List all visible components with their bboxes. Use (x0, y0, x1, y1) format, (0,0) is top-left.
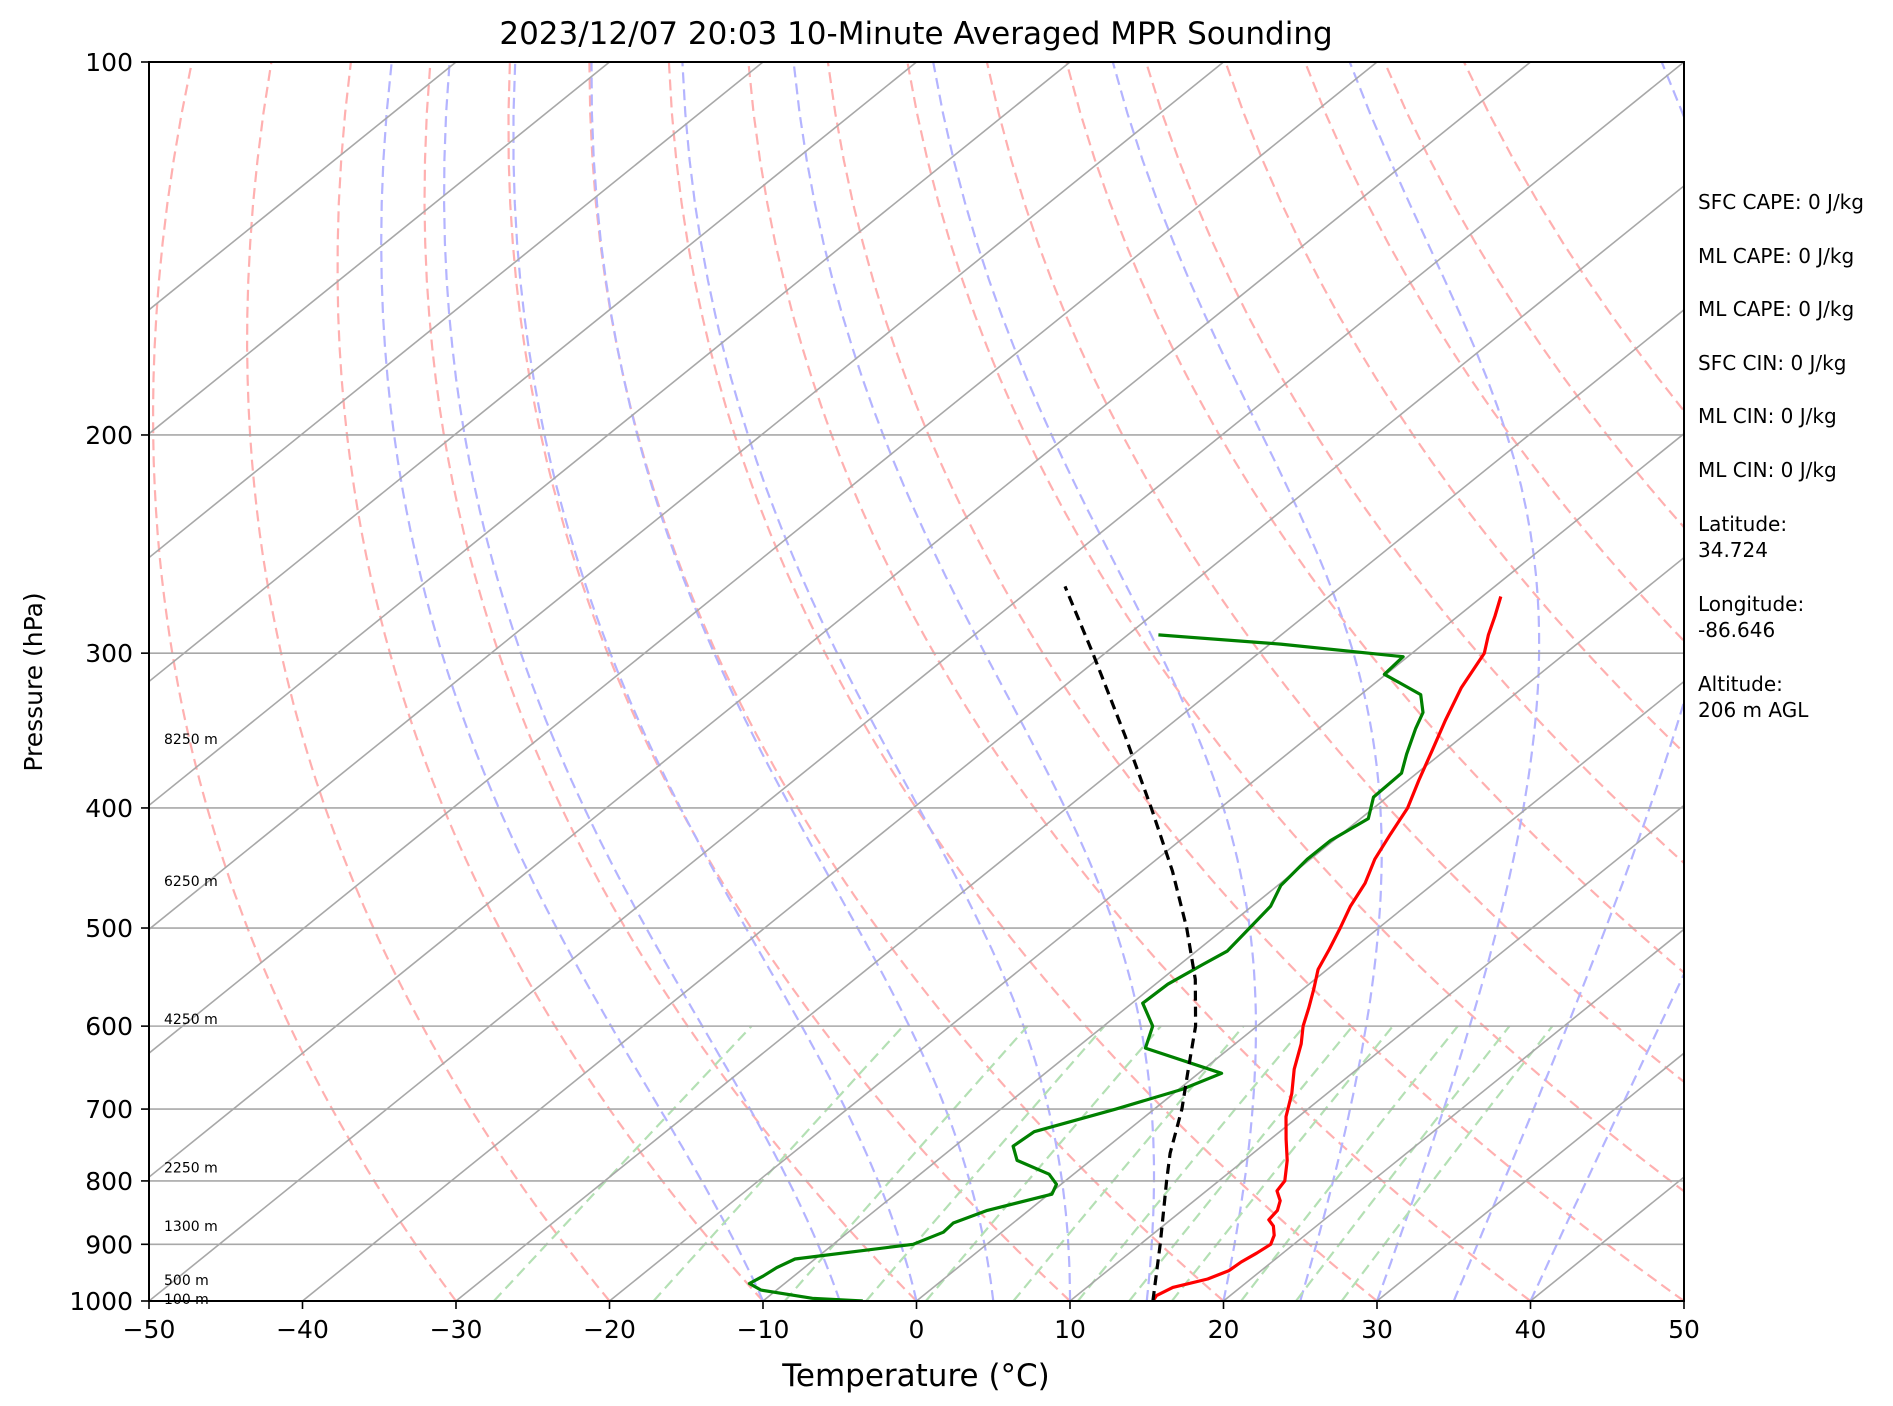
chart-title: 2023/12/07 20:03 10-Minute Averaged MPR … (499, 16, 1332, 52)
y-tick-label: 700 (85, 1095, 133, 1124)
isotherm (149, 62, 918, 683)
mixing-ratio-line (1012, 1025, 1245, 1301)
x-tick-label: 50 (1668, 1315, 1700, 1344)
height-label: 500 m (164, 1273, 209, 1289)
dry-adiabat (826, 62, 1684, 1301)
x-tick-label: −50 (123, 1315, 176, 1344)
x-tick-label: −40 (276, 1315, 329, 1344)
isotherm (149, 62, 1225, 931)
isotherm (149, 62, 1071, 807)
x-tick-label: −20 (583, 1315, 636, 1344)
x-tick-label: 0 (909, 1315, 925, 1344)
x-tick-label: 10 (1054, 1315, 1086, 1344)
x-axis: −50 −40 −30 −20 −10 0 10 20 30 40 50 (123, 1301, 1700, 1344)
mixing-ratio-line (1295, 1025, 1511, 1301)
dry-adiabat (151, 62, 457, 1301)
height-label: 6250 m (164, 874, 218, 890)
isotherm (1376, 1052, 1684, 1301)
isotherm (1069, 804, 1684, 1301)
latitude-value: 34.724 (1698, 538, 1768, 562)
moist-adiabat (932, 62, 1257, 1301)
isotherm (608, 432, 1684, 1301)
moist-adiabat (380, 62, 765, 1301)
longitude-label: Longitude: (1698, 592, 1805, 616)
y-tick-label: 1000 (69, 1287, 133, 1316)
y-tick-label: 900 (85, 1230, 133, 1259)
pressure-gridlines (149, 434, 1684, 1246)
dry-adiabat (747, 62, 1532, 1301)
y-tick-label: 600 (85, 1012, 133, 1041)
isotherm (149, 62, 764, 559)
mixing-ratio-line (493, 1025, 753, 1301)
x-axis-label: Temperature (°C) (781, 1358, 1050, 1394)
mixing-ratio-line (1340, 1025, 1554, 1301)
dry-adiabat (985, 62, 1684, 1084)
background-lines (149, 62, 1684, 1301)
height-label: 1300 m (164, 1219, 218, 1235)
moist-adiabat (792, 62, 1156, 1301)
height-label: 2250 m (164, 1160, 218, 1176)
x-tick-label: 40 (1515, 1315, 1547, 1344)
y-tick-label: 200 (85, 421, 133, 450)
moist-adiabat (442, 62, 841, 1301)
y-tick-label: 100 (85, 48, 133, 77)
isotherm (301, 184, 1684, 1301)
y-axis-label: Pressure (hPa) (19, 592, 48, 771)
dry-adiabat (507, 62, 1071, 1301)
dry-adiabat (423, 62, 918, 1301)
parcel-trace (1063, 585, 1198, 1301)
moist-adiabat (1111, 62, 1383, 1301)
moist-adiabat (681, 62, 1072, 1301)
y-tick-label: 300 (85, 639, 133, 668)
isotherm (762, 556, 1684, 1301)
dry-adiabat (245, 62, 611, 1301)
sfc-cin-text: SFC CIN: 0 J/kg (1698, 351, 1847, 375)
x-tick-label: 30 (1361, 1315, 1393, 1344)
altitude-label: Altitude: (1698, 672, 1783, 696)
latitude-label: Latitude: (1698, 512, 1788, 536)
ml-cape-text-2: ML CAPE: 0 J/kg (1698, 297, 1855, 321)
isotherm (455, 308, 1684, 1301)
ml-cin-text-2: ML CIN: 0 J/kg (1698, 458, 1837, 482)
mixing-ratio-line (925, 1025, 1162, 1301)
mixing-ratio-line (1077, 1025, 1306, 1301)
height-label: 4250 m (164, 1012, 218, 1028)
moist-adiabat (512, 62, 918, 1301)
longitude-value: -86.646 (1698, 618, 1776, 642)
isotherm (149, 62, 1378, 1055)
ml-cape-text: ML CAPE: 0 J/kg (1698, 244, 1855, 268)
mixing-ratio-line (1240, 1025, 1459, 1301)
isotherm (149, 62, 611, 435)
dry-adiabat (336, 62, 764, 1301)
height-label: 8250 m (164, 732, 218, 748)
x-tick-label: −30 (430, 1315, 483, 1344)
dry-adiabat (588, 62, 1225, 1301)
dewpoint-trace (747, 633, 1425, 1301)
y-tick-label: 500 (85, 914, 133, 943)
moist-adiabat (590, 62, 995, 1301)
moist-adiabat (1452, 62, 1684, 1301)
dry-adiabat (1224, 62, 1684, 755)
sfc-cape-text: SFC CAPE: 0 J/kg (1698, 190, 1864, 214)
temperature-trace (1151, 596, 1503, 1301)
dry-adiabat (906, 62, 1684, 1193)
dry-adiabat (667, 62, 1378, 1301)
altitude-value: 206 m AGL (1698, 698, 1809, 722)
isotherm (149, 62, 1532, 1179)
ml-cin-text: ML CIN: 0 J/kg (1698, 404, 1837, 428)
height-labels: 100 m 500 m 1300 m 2250 m 4250 m 6250 m 8250 m (164, 732, 218, 1308)
x-tick-label: 20 (1208, 1315, 1240, 1344)
x-tick-label: −10 (737, 1315, 790, 1344)
isotherm (149, 62, 457, 311)
dry-adiabat (1144, 62, 1684, 865)
y-tick-label: 800 (85, 1167, 133, 1196)
profile-traces (747, 585, 1503, 1301)
height-label: 100 m (164, 1292, 209, 1308)
y-tick-label: 400 (85, 794, 133, 823)
isotherm (149, 62, 1684, 1301)
isotherm (1222, 928, 1684, 1301)
isotherm (915, 680, 1684, 1301)
y-axis: 100 200 300 400 500 600 700 800 900 1000 (69, 48, 149, 1316)
